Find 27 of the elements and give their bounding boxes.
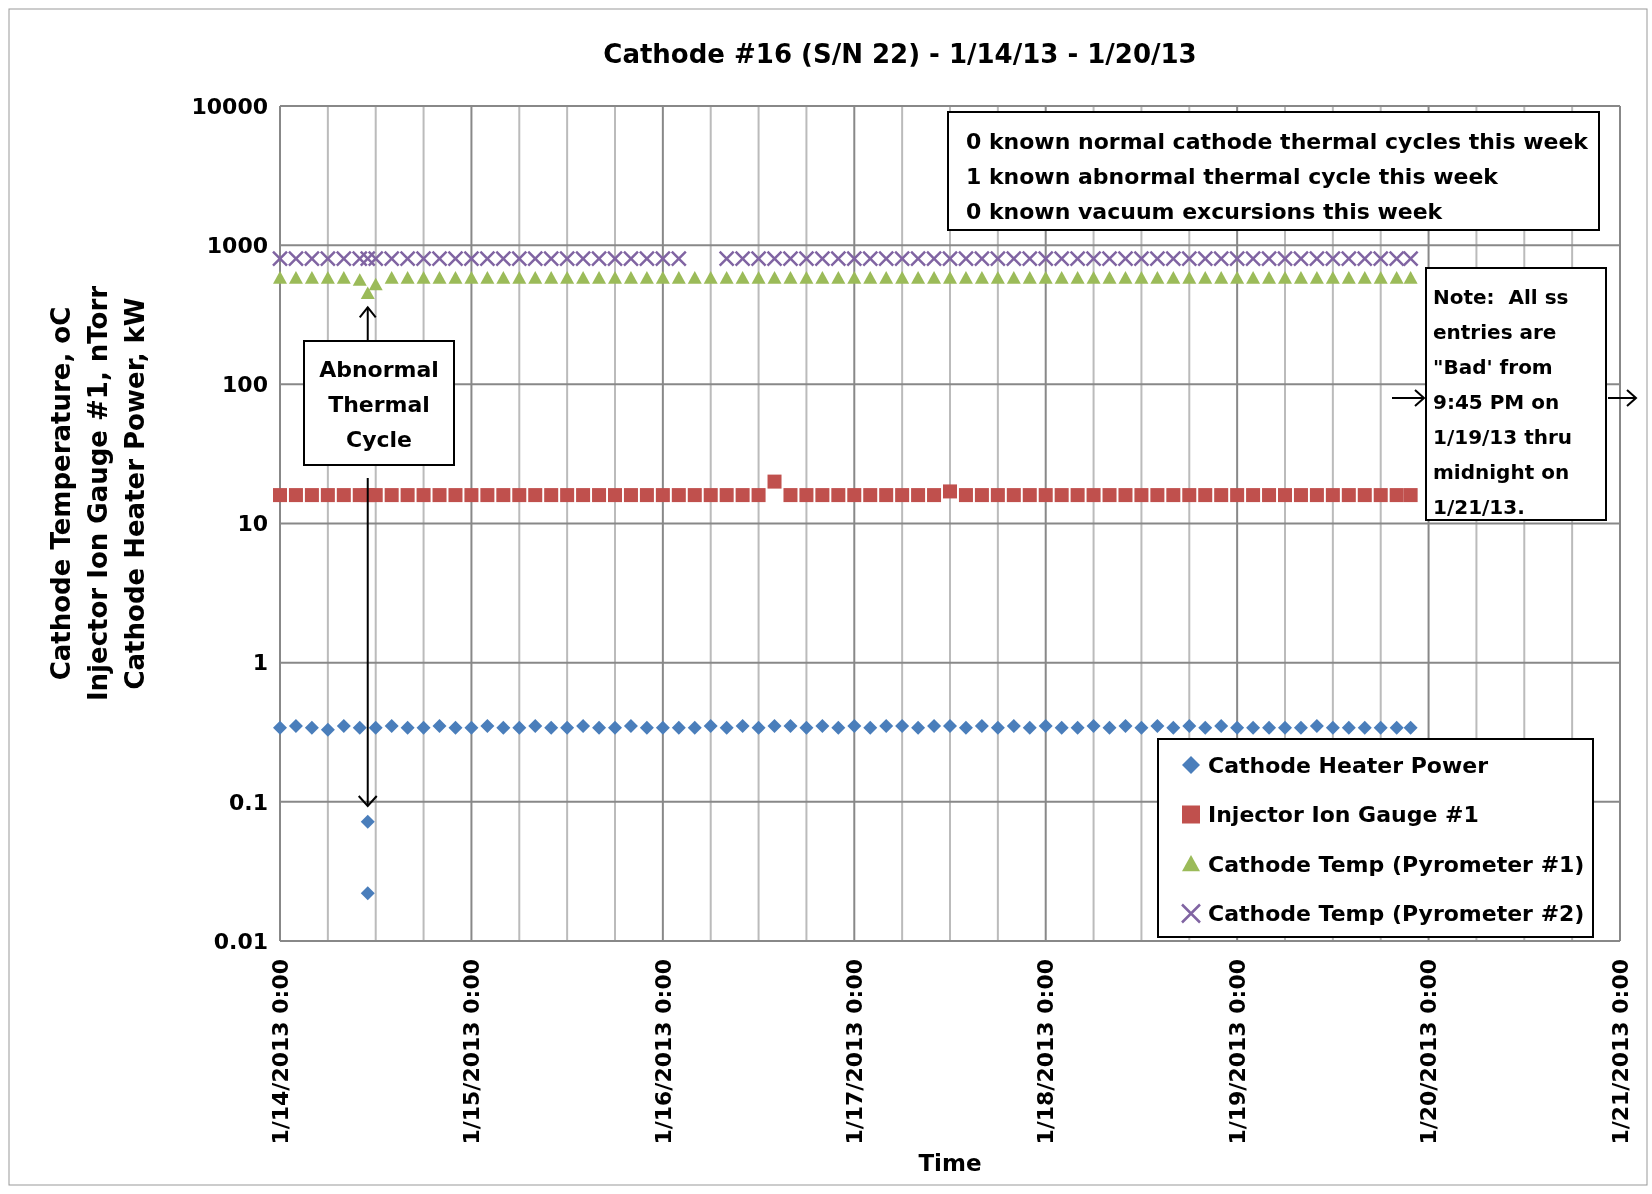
annotation: Abnormal Thermal Cycle	[319, 357, 439, 452]
x-tick-label: 1/16/2013 0:00	[650, 959, 676, 1145]
legend-label: Cathode Temp (Pyrometer #2)	[1208, 901, 1585, 927]
x-tick-label: 1/20/2013 0:00	[1416, 959, 1442, 1145]
y-tick-label: 10000	[191, 93, 268, 119]
chart-title: Cathode #16 (S/N 22) - 1/14/13 - 1/20/13	[603, 39, 1197, 69]
y-tick-label: 100	[222, 372, 268, 398]
legend-label: Cathode Heater Power	[1208, 752, 1489, 778]
y-tick-label: 0.01	[213, 928, 268, 954]
annotation: 1 known abnormal thermal cycle this week	[966, 164, 1500, 189]
annotation: 0 known normal cathode thermal cycles this week	[966, 129, 1590, 154]
y-tick-label: 10	[237, 511, 268, 537]
x-tick-label: 1/18/2013 0:00	[1033, 959, 1059, 1145]
x-tick-label: 1/17/2013 0:00	[841, 959, 867, 1145]
annotation: Note: All ss entries are "Bad' from 9:45 PM on 1/19/13 thru midnight on 1/21/13.	[1433, 285, 1573, 519]
x-axis-title: Time	[918, 1150, 982, 1176]
legend-label: Injector Ion Gauge #1	[1208, 802, 1479, 828]
legend-label: Cathode Temp (Pyrometer #1)	[1208, 851, 1585, 877]
x-tick-label: 1/19/2013 0:00	[1224, 959, 1250, 1145]
annotation: 0 known vacuum excursions this week	[966, 199, 1444, 224]
y-tick-label: 1	[252, 650, 268, 676]
x-tick-label: 1/14/2013 0:00	[267, 959, 293, 1145]
x-tick-label: 1/15/2013 0:00	[459, 959, 485, 1145]
y-axis-title: Cathode Temperature, oC Injector Ion Gauge #1, nTorr Cathode Heater Power, kW	[46, 285, 150, 702]
y-tick-label: 0.1	[229, 789, 268, 815]
x-tick-label: 1/21/2013 0:00	[1607, 959, 1633, 1145]
y-tick-label: 1000	[206, 232, 268, 258]
